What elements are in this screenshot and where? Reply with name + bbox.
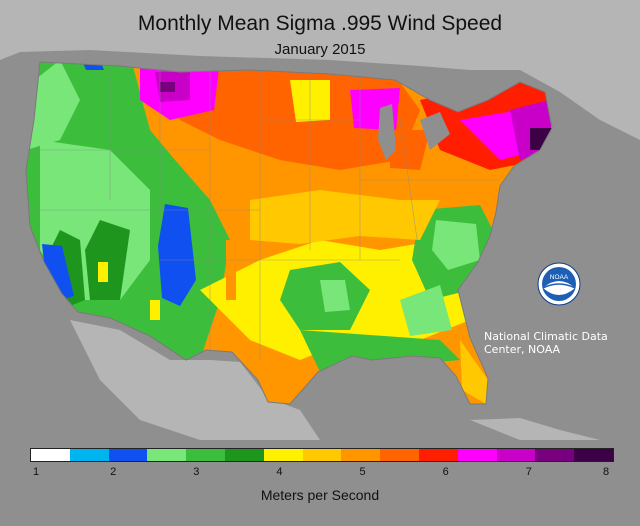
legend-swatch <box>457 449 497 461</box>
canada-landmass <box>0 0 640 140</box>
mexico-landmass <box>70 320 320 440</box>
noaa-logo-text: NOAA <box>550 274 569 281</box>
legend-swatch <box>69 449 109 461</box>
legend-swatch <box>31 449 70 461</box>
caribbean-islands <box>470 418 600 440</box>
legend-swatch <box>186 449 225 461</box>
legend-tick-label: 4 <box>276 466 283 478</box>
legend-tick-label: 2 <box>110 466 117 478</box>
legend-swatch <box>496 449 536 461</box>
legend-color-bar <box>30 448 614 462</box>
legend-tick-label: 3 <box>193 466 200 478</box>
credit-text: National Climatic Data Center, NOAA <box>484 330 608 356</box>
noaa-logo-icon: NOAA <box>537 262 581 306</box>
legend-tick-label: 7 <box>525 466 532 478</box>
legend-swatch <box>574 449 613 461</box>
legend-swatch <box>147 449 187 461</box>
legend-tick-label: 5 <box>359 466 366 478</box>
legend-swatch <box>302 449 342 461</box>
state-borders <box>30 70 500 360</box>
map-title: Monthly Mean Sigma .995 Wind Speed <box>137 12 503 35</box>
legend-ticks: 1 2 3 4 5 6 7 8 <box>30 466 612 482</box>
legend-label: Meters per Second <box>260 487 380 503</box>
legend-tick-label: 6 <box>442 466 449 478</box>
legend-swatch <box>380 449 419 461</box>
us-outline <box>25 61 553 405</box>
legend-swatch <box>341 449 381 461</box>
legend-swatch <box>418 449 458 461</box>
great-lakes <box>378 104 450 160</box>
map-subtitle: January 2015 <box>274 41 366 58</box>
legend-swatch <box>108 449 148 461</box>
legend-swatch <box>263 449 303 461</box>
legend-swatch <box>224 449 264 461</box>
legend-tick-label: 8 <box>602 466 610 478</box>
legend-tick-label: 1 <box>32 466 40 478</box>
legend-swatch <box>535 449 575 461</box>
